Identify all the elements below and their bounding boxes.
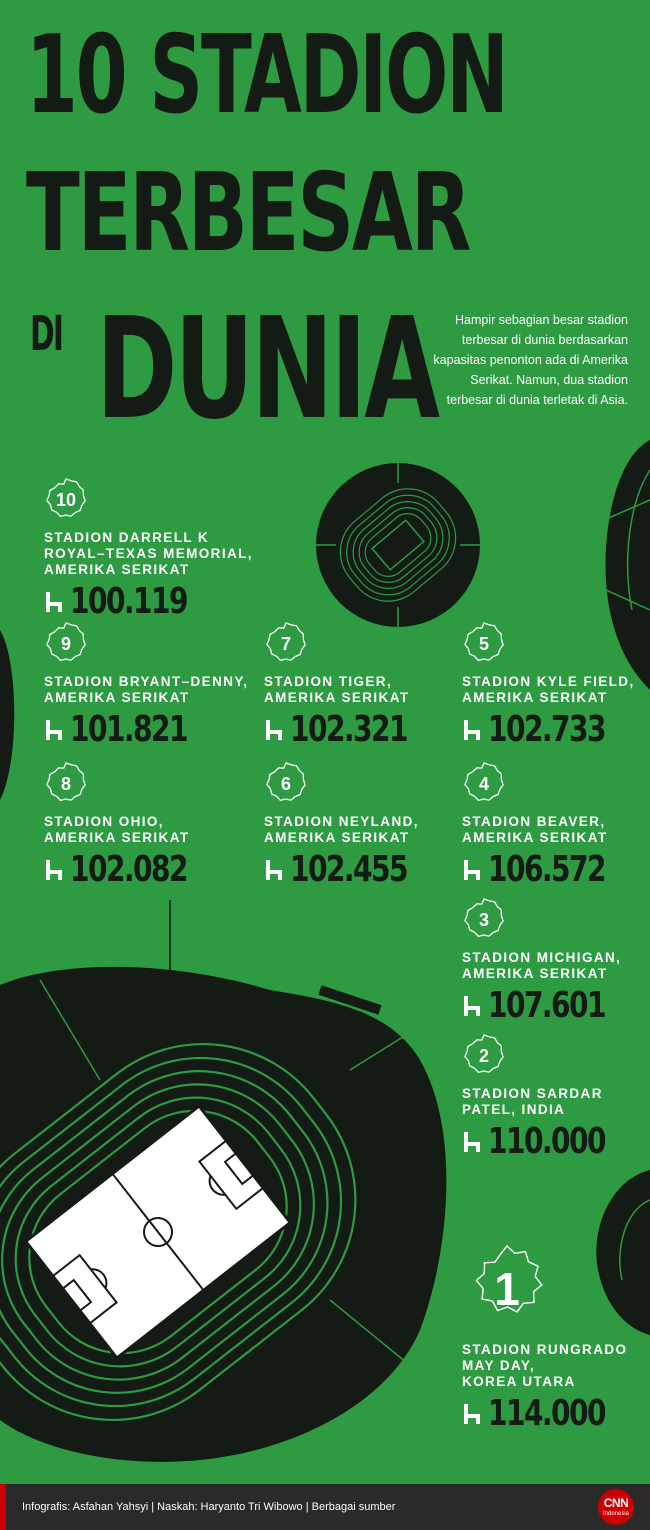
stadium-entry-8: 8 STADION OHIO, AMERIKA SERIKAT 102.082 <box>44 762 220 888</box>
rank-number: 5 <box>478 634 489 654</box>
seat-icon <box>464 860 480 880</box>
stadium-name: STADION DARRELL K ROYAL–TEXAS MEMORIAL, … <box>44 530 253 577</box>
title-line-2: TERBESAR <box>26 151 471 276</box>
stadium-capacity: 110.000 <box>488 1121 607 1162</box>
footer: Infografis: Asfahan Yahsyi | Naskah: Har… <box>0 1484 650 1530</box>
footer-accent <box>0 1484 6 1530</box>
rank-badge: 10 <box>44 478 88 522</box>
rank-badge: 1 <box>462 1244 552 1334</box>
rank-number: 10 <box>55 490 77 510</box>
stadium-name: STADION SARDAR PATEL, INDIA <box>462 1086 603 1117</box>
seat-icon <box>464 1404 480 1424</box>
stadium-capacity: 114.000 <box>488 1393 607 1434</box>
seat-icon <box>46 592 62 612</box>
rank-badge: 4 <box>462 762 506 806</box>
stadium-capacity: 102.082 <box>70 849 189 890</box>
stadium-illustration-small <box>316 463 480 627</box>
stadium-capacity: 102.321 <box>290 709 409 750</box>
rank-badge: 6 <box>264 762 308 806</box>
stadium-illustrations <box>0 440 650 1462</box>
stadium-name: STADION TIGER, AMERIKA SERIKAT <box>264 674 410 705</box>
rank-number: 7 <box>280 634 291 654</box>
rank-badge: 7 <box>264 622 308 666</box>
intro-text: Hampir sebagian besar stadion terbesar d… <box>433 313 628 407</box>
star-badge-icon <box>475 1244 543 1313</box>
stadium-illustration-left-mid <box>0 630 15 800</box>
star-badge-icon <box>266 622 306 662</box>
rank-badge: 5 <box>462 622 506 666</box>
stadium-entry-10: 10 STADION DARRELL K ROYAL–TEXAS MEMORIA… <box>44 478 253 620</box>
seat-icon <box>464 720 480 740</box>
logo-text: CNN <box>603 1496 629 1510</box>
stadium-entry-2: 2 STADION SARDAR PATEL, INDIA 110.000 <box>462 1034 638 1160</box>
stadium-capacity: 100.119 <box>70 581 189 622</box>
stadium-illustration-right-top <box>603 440 650 690</box>
stadium-capacity: 102.455 <box>290 849 409 890</box>
stadium-name: STADION BEAVER, AMERIKA SERIKAT <box>462 814 608 845</box>
logo-subtext: Indonesia <box>602 1511 630 1517</box>
stadium-entry-7: 7 STADION TIGER, AMERIKA SERIKAT 102.321 <box>264 622 440 748</box>
stadium-illustration-right-bottom <box>596 1170 650 1335</box>
title-di: DI <box>30 306 64 362</box>
rank-badge: 9 <box>44 622 88 666</box>
star-badge-icon <box>464 1034 504 1074</box>
star-badge-icon <box>464 762 504 802</box>
stadium-name: STADION BRYANT–DENNY, AMERIKA SERIKAT <box>44 674 249 705</box>
stadium-illustration-large <box>0 900 447 1462</box>
seat-icon <box>266 720 282 740</box>
stadium-name: STADION RUNGRADO MAY DAY, KOREA UTARA <box>462 1342 628 1389</box>
rank-number: 1 <box>494 1263 520 1315</box>
stadium-name: STADION OHIO, AMERIKA SERIKAT <box>44 814 190 845</box>
stadium-entry-9: 9 STADION BRYANT–DENNY, AMERIKA SERIKAT … <box>44 622 248 748</box>
seat-icon <box>46 860 62 880</box>
stadium-name: STADION NEYLAND, AMERIKA SERIKAT <box>264 814 419 845</box>
rank-number: 9 <box>60 634 71 654</box>
seat-icon <box>266 860 282 880</box>
cnn-logo: CNN Indonesia <box>598 1489 634 1525</box>
rank-badge: 3 <box>462 898 506 942</box>
star-badge-icon <box>464 898 504 938</box>
star-badge-icon <box>46 622 86 662</box>
title-line-1: 10 STADION <box>26 13 509 138</box>
stadium-name: STADION KYLE FIELD, AMERIKA SERIKAT <box>462 674 635 705</box>
stadium-capacity: 107.601 <box>488 985 607 1026</box>
footer-credits: Infografis: Asfahan Yahsyi | Naskah: Har… <box>22 1501 396 1513</box>
star-badge-icon <box>46 762 86 802</box>
stadium-entry-3: 3 STADION MICHIGAN, AMERIKA SERIKAT 107.… <box>462 898 638 1024</box>
rank-number: 3 <box>478 910 489 930</box>
star-badge-icon <box>266 762 306 802</box>
football-pitch <box>23 1103 293 1361</box>
seat-icon <box>464 996 480 1016</box>
rank-badge: 8 <box>44 762 88 806</box>
star-badge-icon <box>464 622 504 662</box>
stadium-entry-4: 4 STADION BEAVER, AMERIKA SERIKAT 106.57… <box>462 762 638 888</box>
rank-number: 2 <box>478 1046 489 1066</box>
stadium-capacity: 101.821 <box>70 709 189 750</box>
stadium-entry-6: 6 STADION NEYLAND, AMERIKA SERIKAT 102.4… <box>264 762 440 888</box>
stadium-name: STADION MICHIGAN, AMERIKA SERIKAT <box>462 950 622 981</box>
stadium-entry-1: 1 STADION RUNGRADO MAY DAY, KOREA UTARA … <box>462 1244 638 1432</box>
rank-number: 8 <box>60 774 71 794</box>
seat-icon <box>464 1132 480 1152</box>
stadium-capacity: 102.733 <box>488 709 607 750</box>
title-dunia: DUNIA <box>96 288 440 451</box>
stadium-capacity: 106.572 <box>488 849 607 890</box>
rank-badge: 2 <box>462 1034 506 1078</box>
seat-icon <box>46 720 62 740</box>
stadium-entry-5: 5 STADION KYLE FIELD, AMERIKA SERIKAT 10… <box>462 622 638 748</box>
star-badge-icon <box>46 478 86 518</box>
rank-number: 4 <box>478 774 489 794</box>
rank-number: 6 <box>280 774 291 794</box>
